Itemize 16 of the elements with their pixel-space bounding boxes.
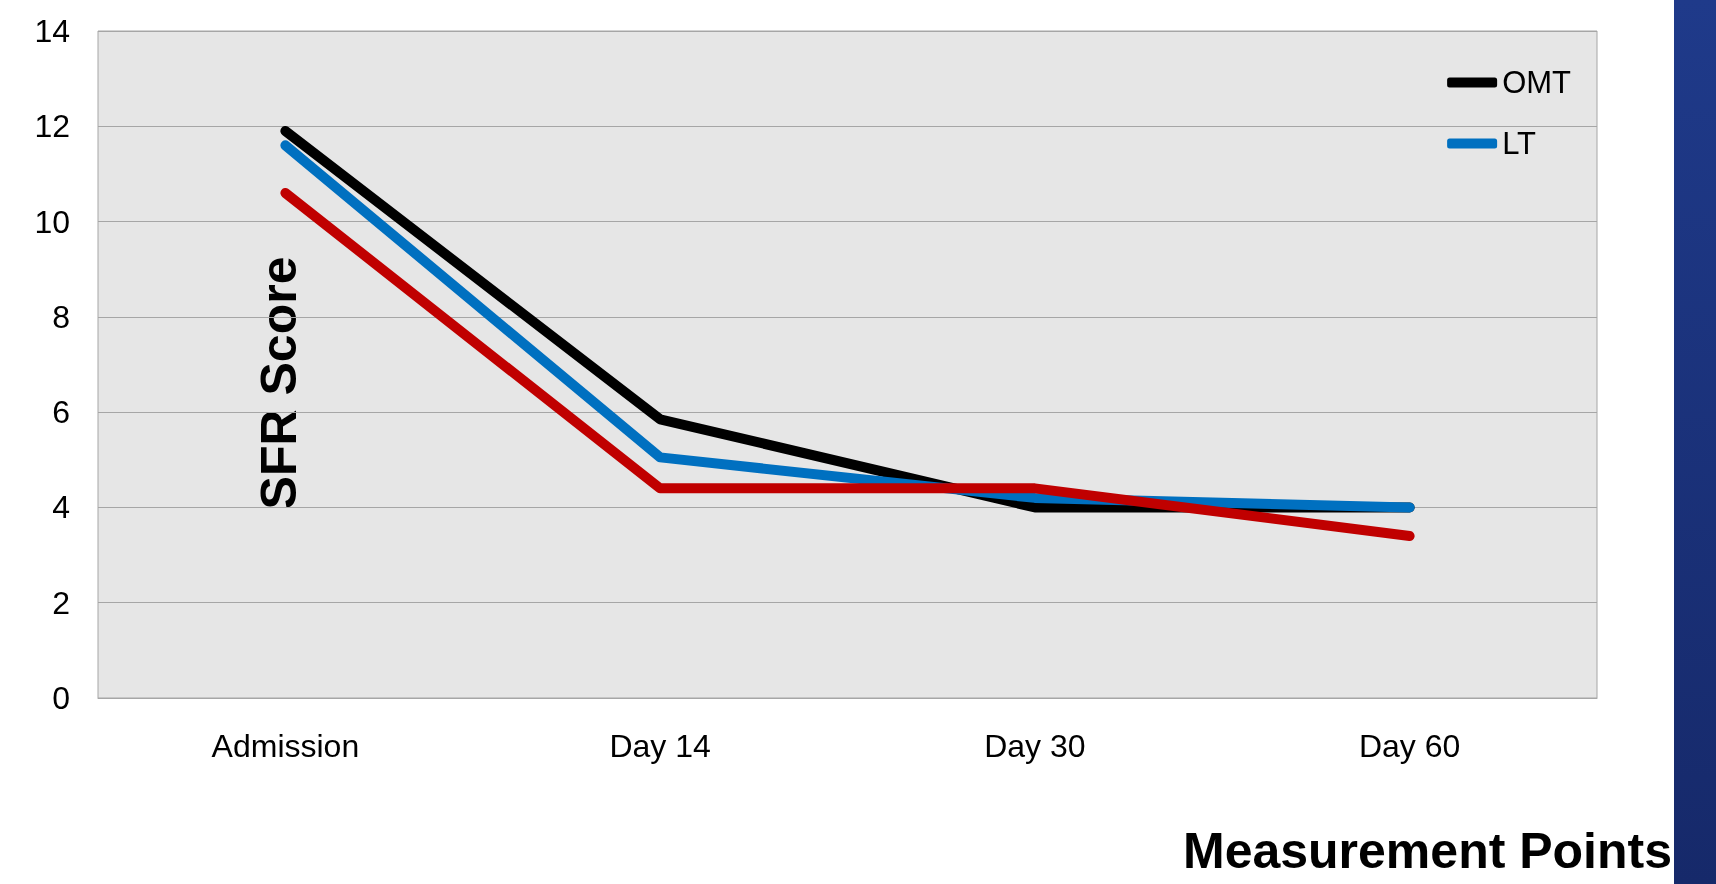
legend-label: LT bbox=[1502, 126, 1537, 161]
x-axis-title: Measurement Points bbox=[1182, 823, 1672, 879]
y-tick-label: 10 bbox=[34, 203, 70, 240]
y-tick-label: 4 bbox=[52, 489, 70, 526]
y-tick-label: 0 bbox=[52, 680, 70, 716]
y-tick-label: 12 bbox=[34, 108, 70, 145]
x-tick-label: Day 60 bbox=[1358, 728, 1461, 764]
x-tick-label: Day 14 bbox=[609, 728, 711, 764]
y-tick-label: 8 bbox=[52, 298, 70, 335]
x-tick-label: Admission bbox=[211, 728, 360, 764]
x-tick-label: Day 30 bbox=[984, 728, 1086, 764]
legend-label: OMT bbox=[1502, 65, 1572, 100]
y-tick-label: 6 bbox=[52, 394, 70, 431]
y-tick-label: 2 bbox=[52, 584, 70, 621]
y-axis-title: SFR Score bbox=[251, 256, 307, 510]
y-tick-label: 14 bbox=[34, 13, 70, 49]
